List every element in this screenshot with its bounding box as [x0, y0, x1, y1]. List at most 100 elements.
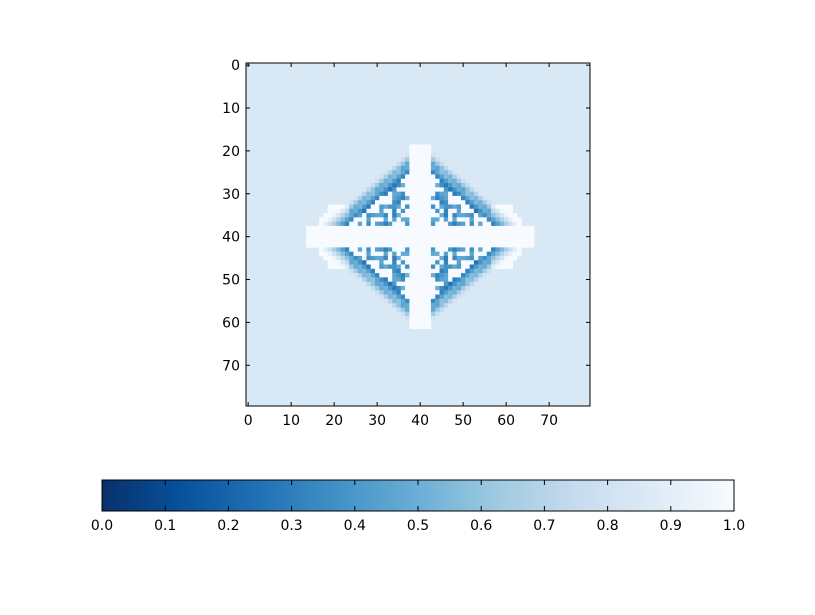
- heatmap-cell: [357, 225, 363, 231]
- heatmap-cell: [430, 281, 436, 287]
- heatmap-cell: [413, 303, 419, 308]
- heatmap-cell: [456, 204, 462, 210]
- heatmap-cell: [409, 183, 414, 188]
- heatmap-cell: [327, 260, 333, 265]
- heatmap-cell: [422, 315, 427, 321]
- heatmap-cell: [405, 255, 410, 261]
- heatmap-cell: [413, 324, 419, 330]
- heatmap-cell: [448, 195, 453, 201]
- heatmap-cell: [465, 243, 470, 248]
- heatmap-cell: [439, 243, 445, 248]
- heatmap-cell: [418, 165, 423, 171]
- heatmap-cell: [521, 238, 526, 244]
- heatmap-cell: [375, 213, 380, 218]
- heatmap-cell: [516, 251, 522, 257]
- heatmap-cell: [400, 273, 406, 278]
- heatmap-cell: [349, 268, 354, 274]
- heatmap-cell: [426, 264, 432, 270]
- heatmap-cell: [499, 221, 505, 227]
- heatmap-cell: [430, 170, 436, 175]
- heatmap-cell: [413, 315, 419, 321]
- heatmap-cell: [353, 264, 359, 270]
- heatmap-cell: [319, 217, 324, 222]
- heatmap-cell: [452, 255, 457, 261]
- heatmap-cell: [405, 315, 410, 321]
- heatmap-cell: [392, 191, 397, 197]
- heatmap-cell: [387, 255, 393, 261]
- heatmap-cell: [499, 230, 505, 235]
- heatmap-cell: [443, 294, 449, 300]
- heatmap-cell: [383, 238, 389, 244]
- heatmap-cell: [409, 148, 414, 154]
- heatmap-cell: [413, 243, 419, 248]
- heatmap-cell: [473, 195, 479, 201]
- heatmap-cell: [452, 200, 457, 205]
- heatmap-cell: [435, 238, 440, 244]
- heatmap-cell: [482, 273, 488, 278]
- heatmap-cell: [439, 221, 445, 227]
- heatmap-cell: [422, 268, 427, 274]
- heatmap-cell: [456, 187, 462, 192]
- heatmap-cell: [409, 157, 414, 162]
- heatmap-cell: [383, 195, 389, 201]
- heatmap-cell: [396, 225, 402, 231]
- heatmap-cell: [375, 217, 380, 222]
- heatmap-cell: [473, 264, 479, 270]
- heatmap-cell: [491, 208, 496, 214]
- heatmap-cell: [387, 285, 393, 291]
- heatmap-cell: [375, 268, 380, 274]
- heatmap-cell: [387, 290, 393, 295]
- heatmap-cell: [456, 251, 462, 257]
- heatmap-cell: [435, 311, 440, 317]
- heatmap-cell: [426, 191, 432, 197]
- heatmap-cell: [340, 264, 346, 270]
- heatmap-cell: [495, 213, 500, 218]
- heatmap-cell: [323, 217, 328, 222]
- heatmap-cell: [418, 200, 423, 205]
- heatmap-cell: [448, 213, 453, 218]
- heatmap-cell: [332, 238, 337, 244]
- heatmap-cell: [452, 264, 457, 270]
- heatmap-cell: [473, 200, 479, 205]
- heatmap-cell: [439, 247, 445, 252]
- heatmap-cell: [426, 183, 432, 188]
- heatmap-cell: [405, 307, 410, 312]
- heatmap-cell: [482, 221, 488, 227]
- heatmap-cell: [473, 247, 479, 252]
- heatmap-cell: [516, 225, 522, 231]
- heatmap-cell: [396, 273, 402, 278]
- heatmap-cell: [435, 225, 440, 231]
- heatmap-cell: [370, 183, 376, 188]
- heatmap-cell: [422, 183, 427, 188]
- heatmap-cell: [409, 161, 414, 167]
- heatmap-cell: [418, 238, 423, 244]
- heatmap-cell: [529, 234, 535, 240]
- heatmap-cell: [319, 225, 324, 231]
- heatmap-cell: [469, 230, 475, 235]
- heatmap-cell: [413, 251, 419, 257]
- heatmap-cell: [400, 195, 406, 201]
- heatmap-cell: [405, 294, 410, 300]
- heatmap-cell: [400, 298, 406, 304]
- heatmap-cell: [383, 277, 389, 282]
- heatmap-cell: [353, 247, 359, 252]
- heatmap-cell: [418, 324, 423, 330]
- heatmap-cell: [379, 273, 384, 278]
- heatmap-cell: [418, 307, 423, 312]
- heatmap-cell: [327, 217, 333, 222]
- heatmap-cell: [344, 251, 350, 257]
- heatmap-cell: [452, 230, 457, 235]
- heatmap-cell: [357, 191, 363, 197]
- heatmap-cell: [435, 260, 440, 265]
- heatmap-cell: [392, 225, 397, 231]
- heatmap-cell: [366, 247, 371, 252]
- heatmap-cell: [392, 183, 397, 188]
- heatmap-cell: [478, 243, 483, 248]
- heatmap-cell: [512, 243, 518, 248]
- heatmap-cell: [413, 230, 419, 235]
- heatmap-cell: [461, 183, 466, 188]
- heatmap-cell: [443, 285, 449, 291]
- heatmap-cell: [508, 247, 513, 252]
- heatmap-cell: [418, 144, 423, 150]
- heatmap-cell: [456, 238, 462, 244]
